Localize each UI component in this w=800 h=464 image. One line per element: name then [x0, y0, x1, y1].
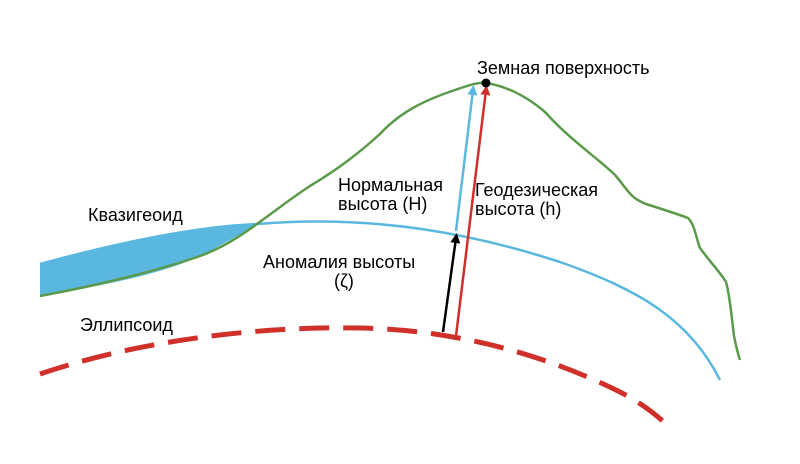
ellipsoid-curve [39, 325, 672, 430]
quasigeoid-label: Квазигеоид [88, 205, 183, 225]
height-anomaly-arrow [441, 233, 461, 333]
quasigeoid-curve [39, 220, 722, 381]
height-anomaly-label-line1: Аномалия высоты [263, 252, 415, 272]
quasigeoid-above-surface-fill [40, 224, 258, 296]
height-anomaly-label-line2: (ζ) [334, 271, 354, 291]
surface-label: Земная поверхность [477, 58, 649, 78]
normal-height-arrow [454, 85, 478, 232]
earth-surface-curve [39, 81, 742, 361]
geodetic-height-arrow [454, 85, 491, 337]
surface-point [481, 78, 491, 88]
normal-height-label-line1: Нормальная [338, 175, 443, 195]
ellipsoid-label: Эллипсоид [80, 315, 173, 335]
normal-height-label-line2: высота (H) [338, 194, 427, 214]
geodetic-height-label-line2: высота (h) [475, 199, 561, 219]
geodetic-height-label-line1: Геодезическая [475, 180, 598, 200]
